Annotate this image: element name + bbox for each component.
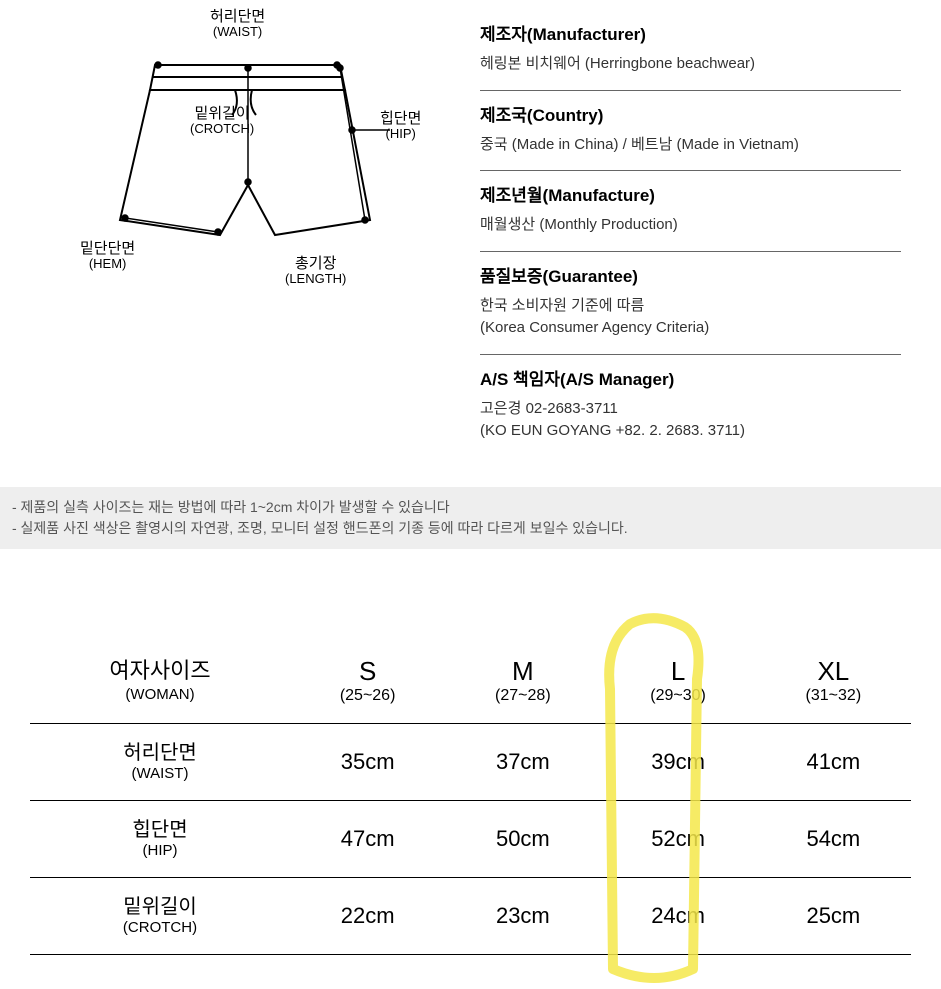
info-as-manager: A/S 책임자(A/S Manager) 고은경 02-2683-3711 (K…	[480, 355, 901, 457]
info-value: 중국 (Made in China) / 베트남 (Made in Vietna…	[480, 134, 901, 157]
table-row: 힙단면 (HIP) 47cm 50cm 52cm 54cm	[30, 800, 911, 877]
row-label-hip: 힙단면 (HIP)	[30, 800, 290, 877]
cell: 22cm	[290, 878, 445, 955]
size-table: 여자사이즈 (WOMAN) S (25~26) M (27~28) L (29~…	[30, 639, 911, 956]
diagram-label-crotch: 밑위길이(CROTCH)	[190, 105, 254, 137]
diagram-label-length: 총기장(LENGTH)	[285, 255, 346, 287]
header-col-m: M (27~28)	[445, 639, 600, 724]
info-value: 한국 소비자원 기준에 따름 (Korea Consumer Agency Cr…	[480, 295, 901, 340]
info-title: A/S 책임자(A/S Manager)	[480, 365, 901, 390]
cell: 54cm	[756, 800, 911, 877]
info-manufacturer: 제조자(Manufacturer) 헤링본 비치웨어 (Herringbone …	[480, 10, 901, 91]
info-country: 제조국(Country) 중국 (Made in China) / 베트남 (M…	[480, 91, 901, 172]
info-title: 품질보증(Guarantee)	[480, 262, 901, 287]
info-title: 제조자(Manufacturer)	[480, 20, 901, 45]
cell: 41cm	[756, 723, 911, 800]
info-title: 제조국(Country)	[480, 101, 901, 126]
cell: 37cm	[445, 723, 600, 800]
disclaimer-notes: - 제품의 실측 사이즈는 재는 방법에 따라 1~2cm 차이가 발생할 수 …	[0, 487, 941, 549]
product-info-list: 제조자(Manufacturer) 헤링본 비치웨어 (Herringbone …	[480, 10, 901, 457]
size-table-section: 여자사이즈 (WOMAN) S (25~26) M (27~28) L (29~…	[0, 549, 941, 956]
shorts-diagram: 허리단면(WAIST) 밑위길이(CROTCH) 힙단면(HIP) 밑단단면(H…	[40, 10, 440, 457]
info-value: 매월생산 (Monthly Production)	[480, 214, 901, 237]
cell: 52cm	[600, 800, 755, 877]
cell: 23cm	[445, 878, 600, 955]
table-row: 허리단면 (WAIST) 35cm 37cm 39cm 41cm	[30, 723, 911, 800]
shorts-outline-icon	[40, 10, 440, 320]
row-label-waist: 허리단면 (WAIST)	[30, 723, 290, 800]
table-header-row: 여자사이즈 (WOMAN) S (25~26) M (27~28) L (29~…	[30, 639, 911, 724]
note-line: - 실제품 사진 색상은 촬영시의 자연광, 조명, 모니터 설정 핸드폰의 기…	[12, 518, 929, 539]
info-value: 헤링본 비치웨어 (Herringbone beachwear)	[480, 53, 901, 76]
cell: 24cm	[600, 878, 755, 955]
cell: 35cm	[290, 723, 445, 800]
header-label: 여자사이즈 (WOMAN)	[30, 639, 290, 724]
cell: 39cm	[600, 723, 755, 800]
info-guarantee: 품질보증(Guarantee) 한국 소비자원 기준에 따름 (Korea Co…	[480, 252, 901, 355]
diagram-label-waist: 허리단면(WAIST)	[210, 8, 265, 40]
cell: 47cm	[290, 800, 445, 877]
cell: 50cm	[445, 800, 600, 877]
info-title: 제조년월(Manufacture)	[480, 181, 901, 206]
diagram-label-hip: 힙단면(HIP)	[380, 110, 421, 142]
diagram-label-hem: 밑단단면(HEM)	[80, 240, 135, 272]
top-section: 허리단면(WAIST) 밑위길이(CROTCH) 힙단면(HIP) 밑단단면(H…	[0, 0, 941, 487]
table-row: 밑위길이 (CROTCH) 22cm 23cm 24cm 25cm	[30, 878, 911, 955]
note-line: - 제품의 실측 사이즈는 재는 방법에 따라 1~2cm 차이가 발생할 수 …	[12, 497, 929, 518]
info-manufacture-date: 제조년월(Manufacture) 매월생산 (Monthly Producti…	[480, 171, 901, 252]
header-col-xl: XL (31~32)	[756, 639, 911, 724]
row-label-crotch: 밑위길이 (CROTCH)	[30, 878, 290, 955]
info-value: 고은경 02-2683-3711 (KO EUN GOYANG +82. 2. …	[480, 398, 901, 443]
header-col-l: L (29~30)	[600, 639, 755, 724]
header-col-s: S (25~26)	[290, 639, 445, 724]
cell: 25cm	[756, 878, 911, 955]
